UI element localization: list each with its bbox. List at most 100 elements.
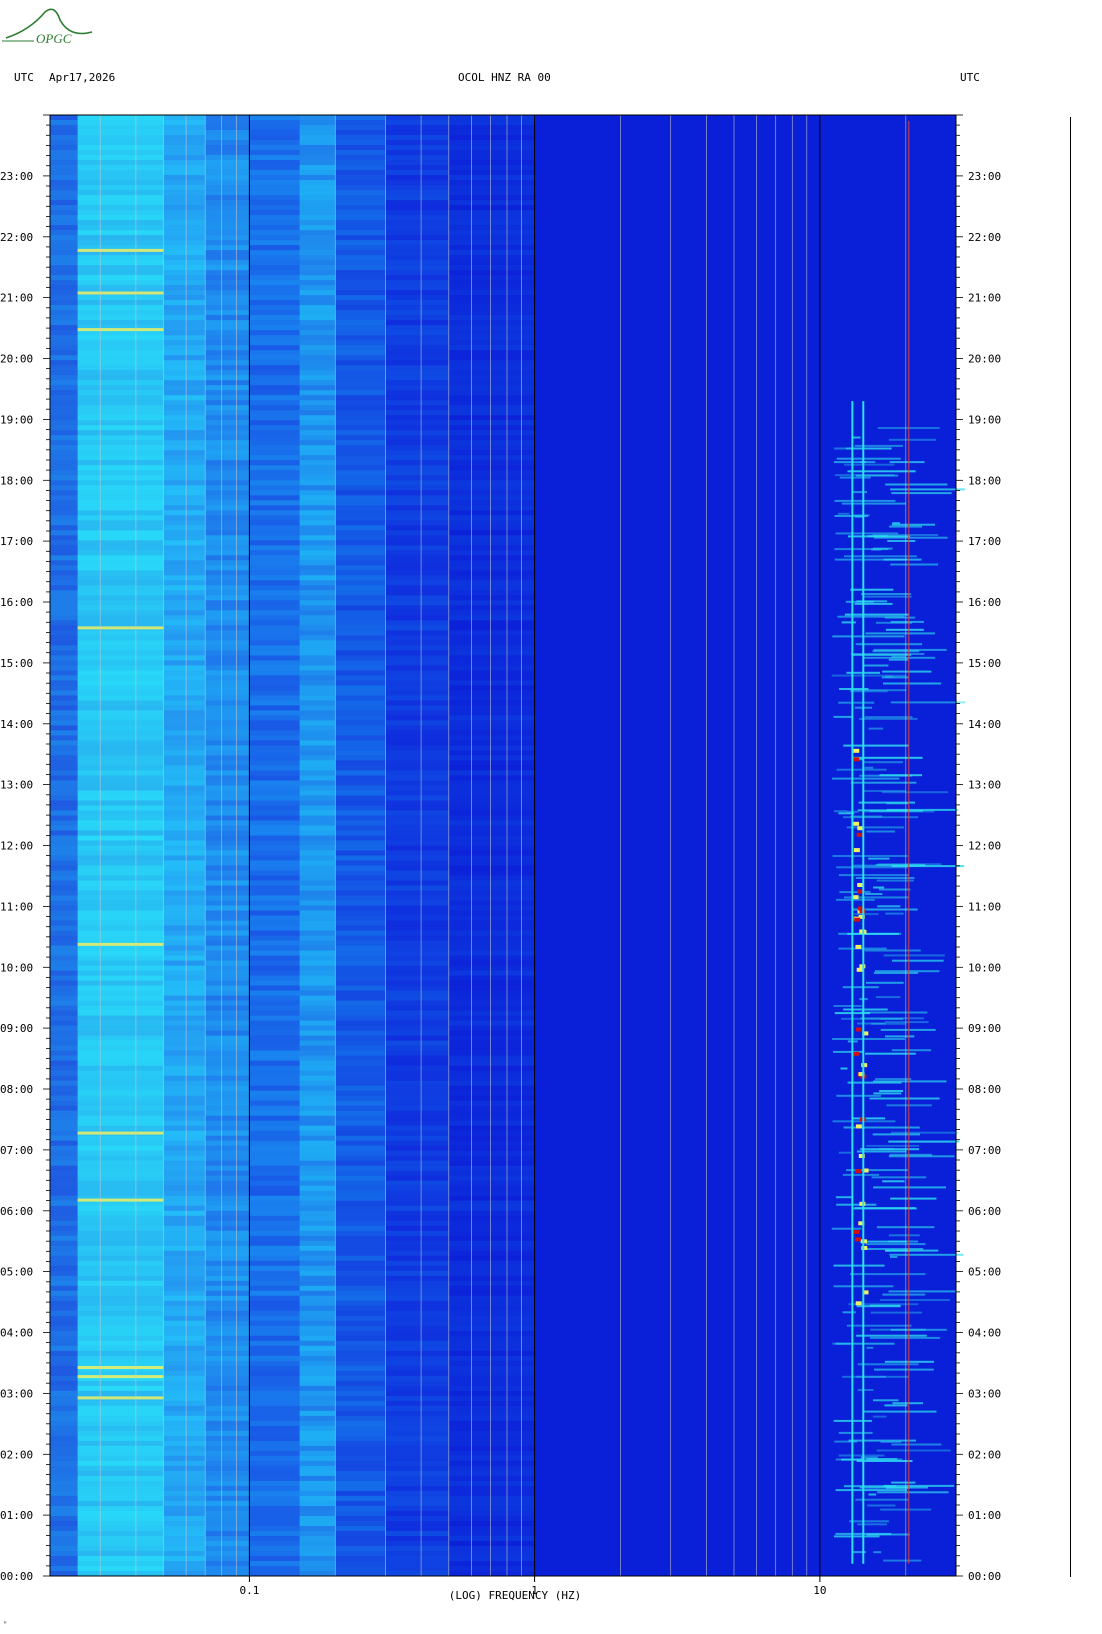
heatmap-cell: [299, 1275, 336, 1282]
heatmap-cell: [163, 1490, 206, 1497]
heatmap-cell: [335, 900, 386, 906]
heatmap-cell: [299, 535, 336, 541]
heatmap-cell: [50, 135, 79, 141]
heatmap-cell: [299, 360, 336, 366]
energy-burst: [832, 777, 900, 780]
heatmap-cell: [448, 1566, 536, 1572]
heatmap-cell: [77, 1255, 164, 1262]
energy-burst: [869, 1097, 940, 1100]
heatmap-cell: [77, 550, 164, 556]
heatmap-cell: [249, 295, 301, 301]
heatmap-cell: [205, 1175, 250, 1182]
heatmap-cell: [249, 230, 301, 236]
heatmap-cell: [335, 1561, 386, 1567]
heatmap-cell: [335, 270, 386, 276]
heatmap-cell: [448, 745, 536, 751]
energy-burst: [865, 1052, 916, 1055]
heatmap-cell: [299, 620, 336, 626]
heatmap-cell: [299, 180, 336, 186]
energy-burst: [856, 1334, 927, 1337]
heatmap-cell: [335, 370, 386, 376]
heatmap-cell: [77, 455, 164, 461]
heatmap-cell: [385, 560, 450, 566]
heatmap-cell: [249, 990, 301, 996]
heatmap-cell: [299, 1150, 336, 1157]
heatmap-cell: [77, 120, 164, 126]
heatmap-cell: [448, 1160, 536, 1167]
heatmap-cell: [50, 1115, 79, 1122]
energy-burst: [873, 1551, 882, 1554]
heatmap-cell: [249, 790, 301, 796]
heatmap-cell: [249, 1025, 301, 1031]
heatmap-cell: [335, 325, 386, 331]
heatmap-cell: [163, 310, 206, 316]
heatmap-cell: [205, 865, 250, 871]
heatmap-cell: [335, 620, 386, 626]
heatmap-cell: [385, 245, 450, 251]
heatmap-cell: [299, 875, 336, 881]
heatmap-cell: [448, 735, 536, 741]
heatmap-cell: [335, 890, 386, 896]
heatmap-cell: [163, 840, 206, 846]
heatmap-cell: [335, 1355, 386, 1362]
heatmap-cell: [205, 1420, 250, 1427]
heatmap-cell: [163, 1420, 206, 1427]
heatmap-cell: [163, 1430, 206, 1437]
energy-hotspot: [855, 1027, 862, 1032]
heatmap-cell: [448, 170, 536, 176]
heatmap-cell: [448, 190, 536, 196]
heatmap-cell: [163, 570, 206, 576]
heatmap-cell: [205, 1100, 250, 1107]
energy-burst: [886, 808, 958, 811]
heatmap-cell: [77, 420, 164, 426]
heatmap-cell: [50, 490, 79, 496]
heatmap-cell: [249, 885, 301, 891]
heatmap-cell: [249, 1240, 301, 1247]
heatmap-cell: [163, 325, 206, 331]
heatmap-cell: [205, 280, 250, 286]
heatmap-cell: [448, 1355, 536, 1362]
energy-streak: [77, 626, 164, 630]
heatmap-cell: [299, 725, 336, 731]
heatmap-cell: [77, 775, 164, 781]
heatmap-cell: [249, 460, 301, 466]
heatmap-cell: [448, 705, 536, 711]
heatmap-cell: [335, 460, 386, 466]
corner-mark: ⁿ: [3, 1620, 8, 1628]
heatmap-cell: [335, 260, 386, 266]
heatmap-cell: [299, 1280, 336, 1287]
heatmap-cell: [249, 1100, 301, 1107]
energy-burst: [889, 461, 925, 464]
time-label-left: 06:00: [0, 1205, 33, 1218]
heatmap-cell: [448, 160, 536, 166]
heatmap-cell: [77, 250, 164, 256]
heatmap-cell: [448, 1310, 536, 1317]
heatmap-cell: [77, 1080, 164, 1087]
energy-burst: [837, 615, 905, 618]
heatmap-cell: [448, 1330, 536, 1337]
heatmap-cell: [385, 635, 450, 641]
heatmap-cell: [205, 175, 250, 181]
time-label-right: 08:00: [968, 1083, 1001, 1096]
heatmap-cell: [448, 970, 536, 976]
heatmap-cell: [50, 990, 79, 996]
heatmap-cell: [77, 1350, 164, 1357]
heatmap-cell: [335, 505, 386, 511]
heatmap-cell: [205, 320, 250, 326]
heatmap-cell: [448, 725, 536, 731]
heatmap-cell: [77, 160, 164, 166]
heatmap-cell: [163, 360, 206, 366]
heatmap-cell: [249, 985, 301, 991]
heatmap-cell: [163, 525, 206, 531]
heatmap-cell: [163, 685, 206, 691]
heatmap-cell: [249, 1255, 301, 1262]
heatmap-cell: [448, 1185, 536, 1192]
heatmap-cell: [77, 145, 164, 151]
heatmap-cell: [249, 905, 301, 911]
heatmap-cell: [249, 1080, 301, 1087]
heatmap-cell: [50, 1445, 79, 1452]
heatmap-cell: [163, 1265, 206, 1272]
heatmap-cell: [385, 175, 450, 181]
heatmap-cell: [205, 910, 250, 916]
heatmap-cell: [77, 1110, 164, 1117]
